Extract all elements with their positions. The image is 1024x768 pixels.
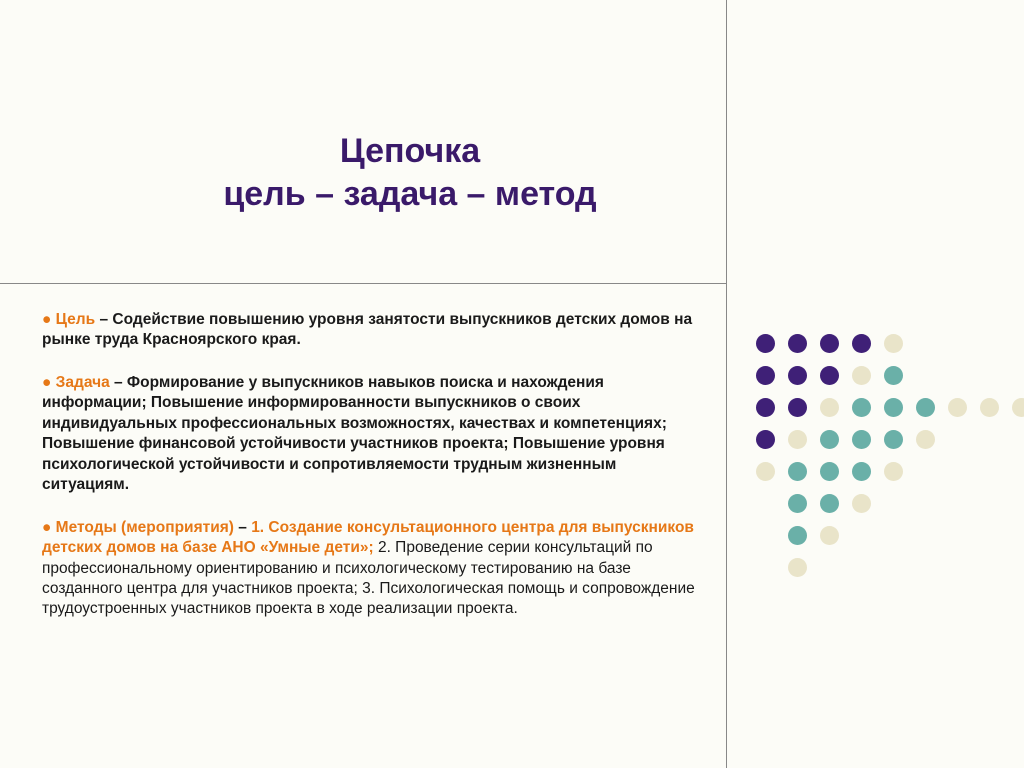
bullet-icon: ● — [42, 374, 56, 391]
body-item-lead: Методы (мероприятия) — [56, 519, 234, 536]
decoration-dot — [852, 398, 871, 417]
decoration-dot — [788, 462, 807, 481]
decoration-dot — [756, 462, 775, 481]
horizontal-rule — [0, 283, 726, 284]
title-line-2: цель – задача – метод — [130, 173, 690, 216]
body-item: ● Задача – Формирование у выпускников на… — [42, 373, 697, 496]
bullet-icon: ● — [42, 519, 56, 536]
body-item: ● Методы (мероприятия) – 1. Создание кон… — [42, 518, 697, 620]
decoration-dot — [916, 398, 935, 417]
decoration-dot — [852, 366, 871, 385]
decoration-dot — [884, 366, 903, 385]
decoration-dot — [852, 430, 871, 449]
bullet-icon: ● — [42, 311, 56, 328]
decoration-dot — [788, 430, 807, 449]
decoration-dot — [884, 398, 903, 417]
decoration-dot — [820, 462, 839, 481]
body-item-text: – Формирование у выпускников навыков пои… — [42, 374, 667, 493]
decoration-dot — [788, 366, 807, 385]
decoration-dot — [756, 366, 775, 385]
decoration-dot — [788, 494, 807, 513]
decoration-dot — [820, 526, 839, 545]
decoration-dot — [852, 494, 871, 513]
decoration-dot — [756, 430, 775, 449]
decoration-dot — [980, 398, 999, 417]
decoration-dot — [884, 334, 903, 353]
decoration-dot — [820, 398, 839, 417]
decoration-dot — [788, 558, 807, 577]
body-item-lead: Задача — [56, 374, 110, 391]
slide-body: ● Цель – Содействие повышению уровня зан… — [42, 310, 697, 642]
decoration-dot — [852, 334, 871, 353]
decoration-dot — [884, 462, 903, 481]
decoration-dot — [820, 430, 839, 449]
body-item: ● Цель – Содействие повышению уровня зан… — [42, 310, 697, 351]
decoration-dot — [916, 430, 935, 449]
decoration-dot — [788, 334, 807, 353]
decoration-dot — [948, 398, 967, 417]
decoration-dot — [756, 334, 775, 353]
decoration-dot — [820, 494, 839, 513]
body-item-text: – Содействие повышению уровня занятости … — [42, 311, 692, 348]
decoration-dot — [788, 526, 807, 545]
slide-title: Цепочка цель – задача – метод — [130, 130, 690, 215]
title-line-1: Цепочка — [130, 130, 690, 173]
vertical-rule — [726, 0, 727, 768]
body-item-text: – — [234, 519, 251, 536]
decoration-dot — [884, 430, 903, 449]
decoration-dot — [756, 398, 775, 417]
decoration-dot — [820, 366, 839, 385]
decoration-dot — [852, 462, 871, 481]
body-item-lead: Цель — [56, 311, 96, 328]
decoration-dot — [1012, 398, 1024, 417]
decoration-dot — [820, 334, 839, 353]
decoration-dot — [788, 398, 807, 417]
